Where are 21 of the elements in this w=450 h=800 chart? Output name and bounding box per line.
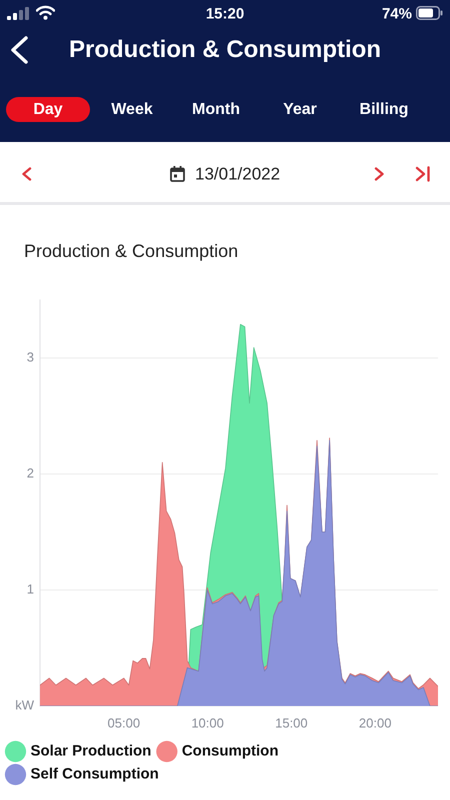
legend-label: Self Consumption: [30, 766, 159, 783]
x-tick-label: 10:00: [191, 715, 224, 730]
text: Year: [283, 101, 317, 118]
y-tick-label: 3: [26, 350, 34, 365]
text: Production & Consumption: [69, 36, 381, 63]
text: 15:20: [206, 6, 244, 22]
chart-title: Production & Consumption: [24, 241, 238, 261]
text: Week: [111, 101, 153, 118]
x-tick-label: 05:00: [108, 715, 140, 730]
x-tick-label: 20:00: [358, 715, 392, 730]
legend-label: Solar Production: [30, 742, 152, 760]
y-tick-label: 2: [26, 466, 34, 481]
text: 74%: [382, 6, 412, 22]
legend-label: Consumption: [182, 742, 278, 760]
y-tick-label: 1: [26, 582, 34, 597]
x-tick-label: 15:00: [275, 715, 308, 730]
y-tick-label: kW: [15, 698, 35, 713]
text: Month: [192, 101, 240, 118]
text: 13/01/2022: [195, 164, 280, 184]
text: Billing: [360, 101, 408, 118]
text: Day: [33, 101, 63, 118]
